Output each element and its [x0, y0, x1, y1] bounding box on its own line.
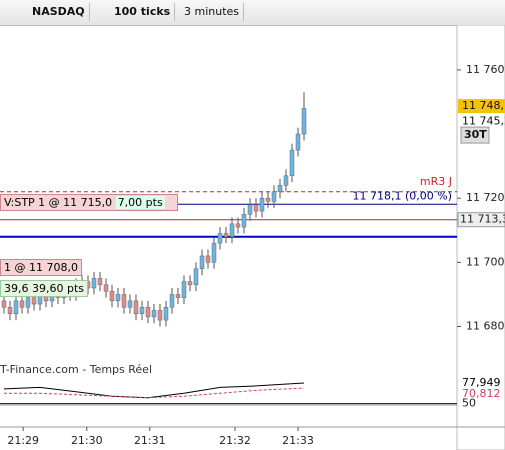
candle-body — [223, 233, 229, 237]
price-tag-label: 11 748,1 — [462, 99, 505, 112]
legend-value: 70,812 — [462, 387, 501, 400]
tag-box — [460, 126, 490, 144]
y-tick-label: 50 — [462, 397, 476, 410]
candle-body — [175, 294, 181, 298]
candle-body — [25, 297, 31, 308]
candle-body — [121, 294, 127, 308]
source: T-Finance.com - Temps Réel — [0, 363, 152, 376]
candle-body — [169, 294, 175, 308]
x-tick-label: 21:29 — [7, 434, 39, 447]
order-val: 39,6 — [4, 282, 29, 295]
candle-body — [229, 223, 235, 237]
order-info: 39,6 39,60 pts — [0, 280, 89, 297]
candle-body — [31, 297, 37, 305]
level-label: 11 718,1 (0,00 %) — [352, 189, 452, 202]
candle-body — [277, 185, 283, 193]
y-tick-label: 11 760 — [466, 63, 505, 76]
candle-body — [19, 300, 25, 308]
level-label: 11 713,3 — [460, 213, 505, 226]
price-tag-label: 11 745,2 — [462, 114, 505, 127]
osc-line — [3, 382, 305, 399]
candle-body — [193, 268, 199, 286]
candle-body — [157, 310, 163, 321]
legend-value: 77,949 — [462, 376, 501, 389]
candle-body — [211, 242, 217, 263]
candle-body — [283, 175, 289, 186]
candle-body — [151, 310, 157, 318]
y-tick-label: 11 720 — [466, 191, 505, 204]
candle-body — [7, 307, 13, 314]
candle-body — [127, 300, 133, 308]
candle-body — [247, 204, 253, 215]
candle-body — [295, 133, 301, 151]
candle-body — [199, 255, 205, 270]
x-tick-label: 21:32 — [219, 434, 251, 447]
level-tag — [457, 212, 505, 228]
order-text: V:STP 1 @ 11 715,0 — [4, 196, 113, 209]
candle-body — [265, 197, 271, 202]
order-limit[interactable]: 1 @ 11 708,0 — [0, 259, 82, 276]
candle-body — [139, 307, 145, 314]
candle-body — [271, 191, 277, 202]
y-tick-label: 11 700 — [466, 255, 505, 268]
candle-body — [187, 281, 193, 286]
candle-body — [1, 300, 7, 308]
candle-body — [289, 149, 295, 177]
candle-body — [115, 294, 121, 302]
tick-period[interactable]: 100 ticks — [110, 3, 176, 21]
chart: 11 760 11 720 11 700 11 680 mR3 J11 718,1 (0… — [0, 25, 505, 450]
candle-body — [241, 213, 247, 228]
osc-line — [4, 387, 305, 399]
candle-body — [301, 108, 307, 135]
price-tag — [458, 99, 505, 114]
candle-body — [253, 204, 259, 212]
candle-body — [97, 278, 103, 286]
symbol[interactable]: NASDAQ — [28, 3, 90, 21]
x-tick-label: 21:33 — [282, 434, 314, 447]
timeframe[interactable]: 3 minutes — [180, 3, 245, 21]
level-label: mR3 J — [420, 175, 452, 188]
candle-body — [259, 197, 265, 212]
candle-body — [205, 255, 211, 263]
candle-body — [235, 223, 241, 228]
candle-body — [103, 284, 109, 292]
candle-body — [133, 300, 139, 314]
candle-body — [145, 307, 151, 318]
candle-body — [91, 278, 97, 289]
toolbar: NASDAQ 100 ticks 3 minutes — [0, 0, 505, 26]
candle-body — [217, 233, 223, 244]
tag-label: 30T — [464, 128, 487, 141]
order-stop[interactable]: V:STP 1 @ 11 715,0 7,00 pts — [0, 194, 178, 211]
candle-body — [109, 290, 115, 302]
order-pts: 7,00 pts — [115, 196, 165, 209]
x-tick-label: 21:30 — [71, 434, 103, 447]
candle-body — [163, 307, 169, 321]
x-tick-label: 21:31 — [134, 434, 166, 447]
y-tick-label: 11 680 — [466, 320, 505, 333]
candle-body — [13, 300, 19, 314]
candle-body — [181, 281, 187, 298]
order-pts: 39,60 pts — [32, 282, 85, 295]
